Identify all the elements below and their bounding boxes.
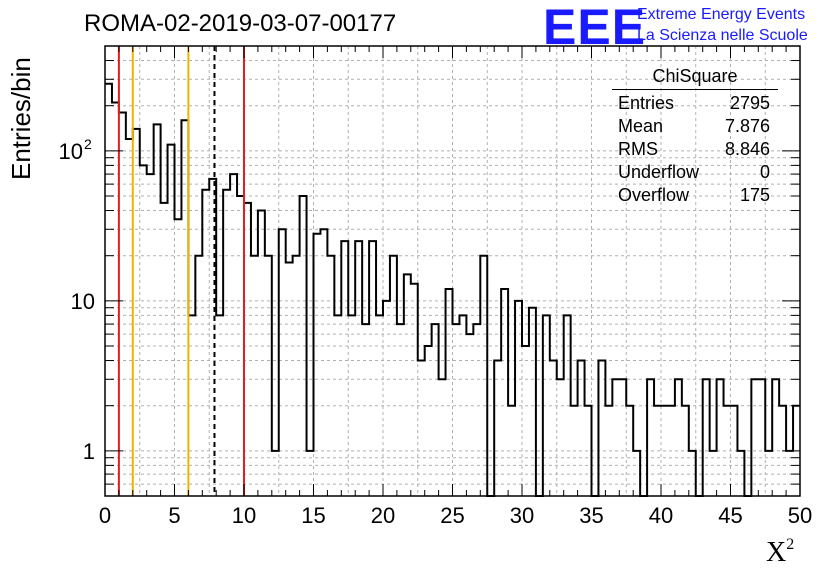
stats-label: Overflow [618,185,690,205]
stats-box: ChiSquare Entries 2795 Mean 7.876 RMS 8.… [612,66,778,208]
stats-label: Underflow [618,162,700,182]
stats-value: 7.876 [724,116,770,136]
x-tick-label: 0 [99,503,111,528]
x-axis-label: X2 [766,536,794,569]
stats-value: 2795 [729,93,770,113]
stats-row-overflow: Overflow 175 [612,185,778,208]
stats-label: Entries [618,93,675,113]
stats-value: 175 [739,185,770,205]
x-tick-label: 20 [371,503,395,528]
x-axis-label-sup: 2 [786,536,795,553]
y-axis-label: Entries/bin [6,57,36,180]
y-tick-label: 10 [59,139,83,164]
stats-title: ChiSquare [612,66,778,90]
y-tick-label: 1 [83,439,95,464]
x-tick-label: 15 [301,503,325,528]
y-tick-label: 10 [71,289,95,314]
stats-label: Mean [618,116,664,136]
histogram-outline [105,82,800,497]
x-tick-label: 45 [718,503,742,528]
x-tick-label: 30 [510,503,534,528]
x-tick-label: 35 [579,503,603,528]
stats-value: 0 [759,162,770,182]
eee-logo: EEE [543,0,647,55]
stats-row-underflow: Underflow 0 [612,162,778,185]
x-tick-label: 5 [168,503,180,528]
stats-label: RMS [618,139,658,159]
stats-row-mean: Mean 7.876 [612,116,778,139]
logo-line-1: Extreme Energy Events [637,6,806,23]
stats-value: 8.846 [724,139,770,159]
stats-row-entries: Entries 2795 [612,93,778,116]
x-tick-label: 50 [788,503,812,528]
x-tick-label: 10 [232,503,256,528]
logo-line-2: La Scienza nelle Scuole [637,27,808,44]
x-tick-label: 40 [649,503,673,528]
x-axis-label-base: X [766,537,787,568]
y-tick-label-exponent: 2 [84,136,92,152]
x-tick-label: 25 [440,503,464,528]
chart-title: ROMA-02-2019-03-07-00177 [84,10,397,37]
stats-row-rms: RMS 8.846 [612,139,778,162]
logo-caption: Extreme Energy Events La Scienza nelle S… [637,4,808,46]
